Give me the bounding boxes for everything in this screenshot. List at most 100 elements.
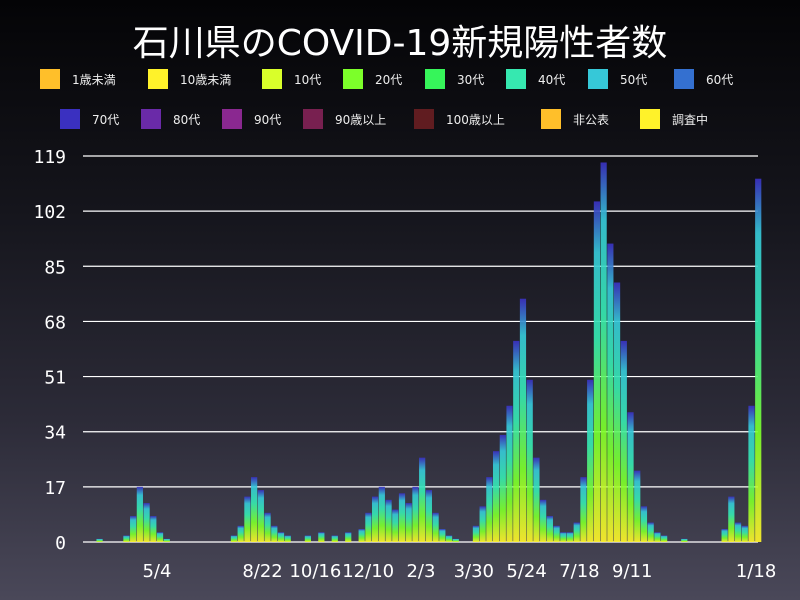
- bar: [755, 178, 762, 543]
- bar: [345, 532, 352, 542]
- legend-swatch: [425, 69, 445, 89]
- bar: [432, 512, 439, 542]
- bar: [257, 490, 264, 542]
- bar: [513, 340, 520, 542]
- bar: [143, 503, 150, 542]
- legend-item: 50代: [588, 69, 647, 89]
- bar: [251, 477, 258, 542]
- legend-swatch: [40, 69, 60, 89]
- x-tick-label: 2/3: [406, 561, 435, 582]
- bar: [123, 535, 130, 542]
- bar: [130, 516, 137, 542]
- bar: [486, 477, 493, 542]
- bar: [318, 532, 325, 542]
- legend-item: 30代: [425, 69, 484, 89]
- bar: [613, 282, 621, 542]
- bar: [627, 412, 634, 542]
- y-tick-label: 68: [44, 312, 66, 333]
- legend-swatch: [148, 69, 168, 89]
- legend-label: 70代: [92, 112, 120, 127]
- x-tick-label: 1/18: [736, 561, 776, 582]
- bar: [661, 535, 668, 542]
- bar: [654, 532, 661, 542]
- bar: [600, 162, 607, 542]
- bar: [96, 538, 103, 542]
- bar: [620, 340, 627, 542]
- x-tick-label: 3/30: [454, 561, 494, 582]
- legend-swatch: [588, 69, 608, 89]
- bar: [519, 298, 527, 542]
- bar: [546, 516, 553, 542]
- bar: [392, 509, 399, 542]
- bar: [445, 535, 453, 542]
- y-tick-label: 51: [44, 368, 66, 389]
- bar: [640, 506, 648, 542]
- legend-label: 90代: [254, 112, 282, 127]
- legend-label: 100歳以上: [446, 112, 505, 127]
- legend-item: 70代: [60, 109, 119, 129]
- bar: [331, 535, 338, 542]
- x-tick-label: 5/4: [142, 561, 171, 582]
- bar: [230, 535, 238, 542]
- legend-swatch: [60, 109, 80, 129]
- bar: [721, 529, 728, 542]
- bar: [593, 201, 601, 543]
- legend-swatch: [640, 109, 660, 129]
- legend-item: 調査中: [640, 109, 708, 129]
- legend-label: 調査中: [672, 112, 709, 127]
- bar: [163, 538, 170, 542]
- bar: [748, 405, 755, 542]
- x-tick-label: 8/22: [242, 561, 282, 582]
- legend-item: 20代: [343, 69, 402, 89]
- legend-label: 50代: [620, 72, 648, 87]
- legend-swatch: [262, 69, 282, 89]
- bar: [156, 532, 164, 542]
- bar: [479, 506, 486, 542]
- bar: [499, 434, 506, 542]
- legend-item: 100歳以上: [414, 109, 505, 129]
- x-tick-label: 10/16: [289, 561, 341, 582]
- bar: [439, 529, 446, 542]
- bar: [365, 512, 372, 542]
- x-tick-label: 5/24: [506, 561, 546, 582]
- bar: [472, 525, 480, 542]
- bar: [492, 451, 500, 542]
- legend-item: 10代: [262, 69, 321, 89]
- bar: [237, 525, 244, 542]
- bar: [533, 457, 540, 542]
- chart-title: 石川県のCOVID-19新規陽性者数: [132, 23, 668, 64]
- bar: [358, 529, 365, 542]
- y-tick-label: 102: [33, 202, 66, 223]
- bar: [419, 457, 426, 542]
- legend-swatch: [343, 69, 363, 89]
- legend-item: 非公表: [541, 109, 609, 129]
- legend-label: 1歳未満: [72, 72, 116, 87]
- x-tick-label: 9/11: [612, 561, 652, 582]
- legend-swatch: [303, 109, 323, 129]
- legend-label: 40代: [538, 72, 566, 87]
- legend-swatch: [222, 109, 242, 129]
- bar: [647, 522, 654, 542]
- bar: [553, 525, 560, 542]
- bar: [372, 496, 379, 542]
- legend-swatch: [506, 69, 526, 89]
- legend-label: 80代: [173, 112, 201, 127]
- legend-item: 90歳以上: [303, 109, 386, 129]
- y-tick-label: 119: [33, 147, 66, 168]
- bar: [506, 405, 513, 542]
- bar: [526, 379, 533, 542]
- legend-item: 10歳未満: [148, 69, 231, 89]
- y-tick-label: 85: [44, 257, 66, 278]
- bar: [244, 496, 251, 542]
- bar: [681, 538, 688, 542]
- legend-swatch: [674, 69, 694, 89]
- bar: [277, 532, 285, 542]
- legend-swatch: [141, 109, 161, 129]
- x-tick-label: 7/18: [559, 561, 599, 582]
- bar: [398, 493, 406, 542]
- bar: [560, 532, 567, 542]
- bar: [728, 496, 735, 542]
- bar: [150, 516, 157, 542]
- bar: [452, 538, 459, 542]
- bar: [566, 532, 574, 542]
